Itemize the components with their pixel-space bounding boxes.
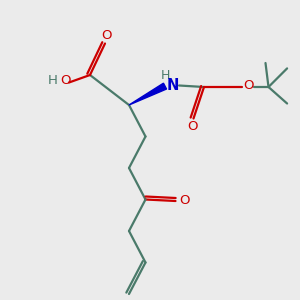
Polygon shape: [129, 83, 166, 105]
Text: H: H: [48, 74, 57, 87]
Text: O: O: [179, 194, 190, 208]
Text: O: O: [101, 29, 112, 42]
Text: N: N: [167, 78, 179, 93]
Text: H: H: [160, 69, 170, 82]
Text: O: O: [187, 120, 197, 133]
Text: O: O: [60, 74, 70, 87]
Text: O: O: [243, 79, 254, 92]
